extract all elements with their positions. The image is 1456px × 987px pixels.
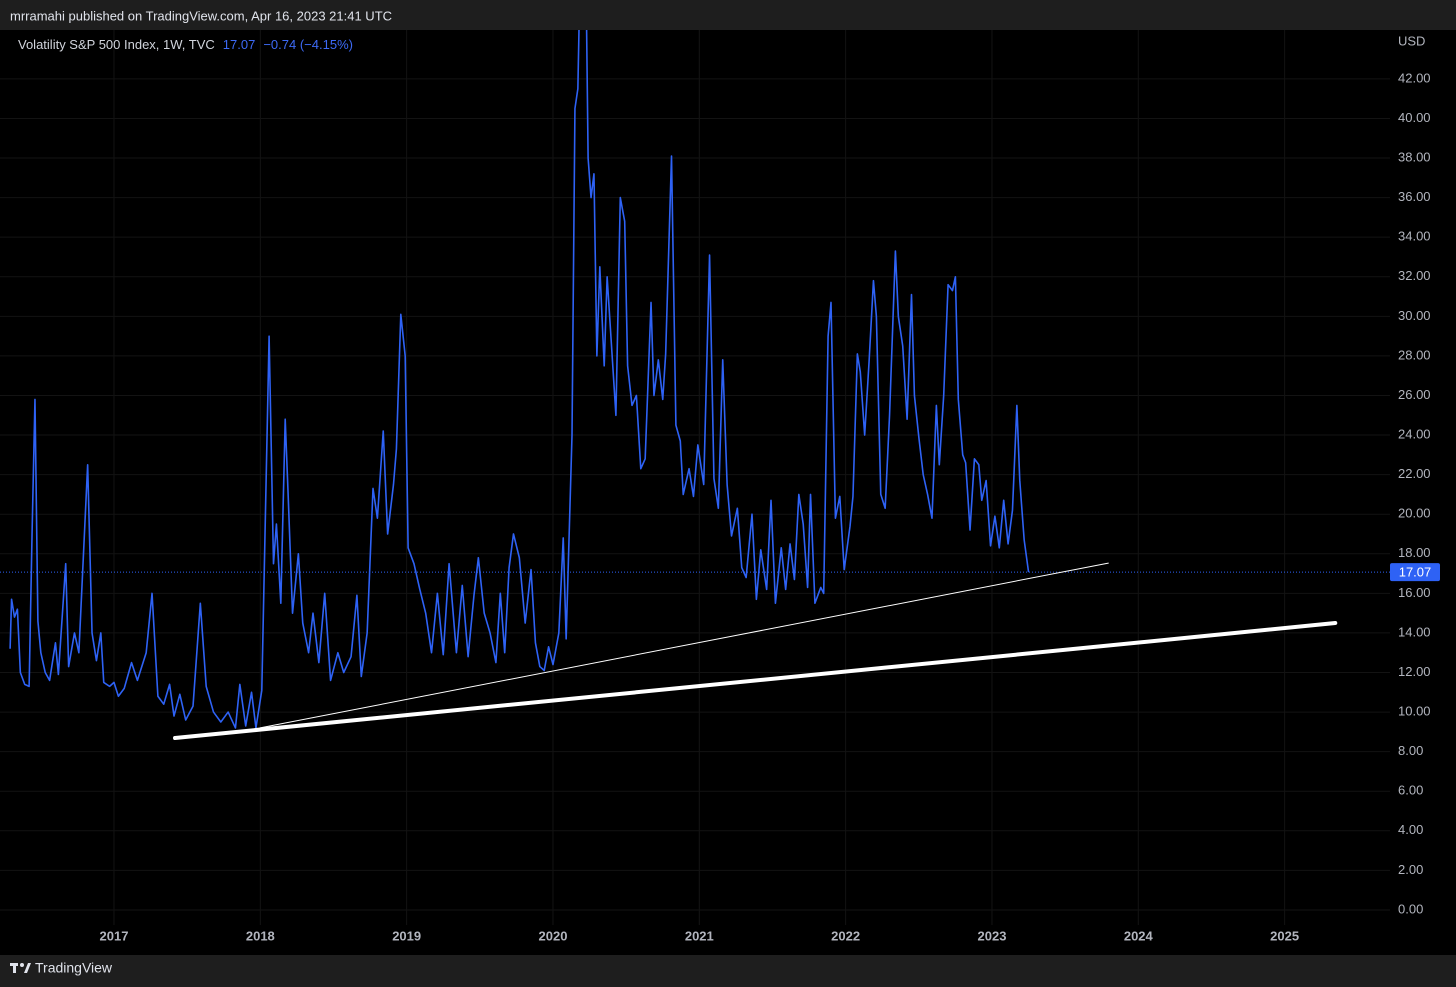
last-price-label: 17.07 [1399, 565, 1432, 580]
footer-brand: TradingView [35, 960, 113, 976]
y-tick-label: 2.00 [1398, 862, 1423, 877]
publish-info: mrramahi published on TradingView.com, A… [10, 8, 392, 23]
y-tick-label: 40.00 [1398, 110, 1431, 125]
header-bar [0, 0, 1456, 30]
y-tick-label: 38.00 [1398, 149, 1431, 164]
y-tick-label: 4.00 [1398, 822, 1423, 837]
tradingview-logo [10, 963, 31, 973]
legend-last: 17.07 [223, 37, 256, 52]
x-tick-label: 2025 [1270, 928, 1299, 943]
x-tick-label: 2023 [978, 928, 1007, 943]
y-tick-label: 24.00 [1398, 426, 1431, 441]
footer-bar [0, 955, 1456, 987]
y-tick-label: 14.00 [1398, 624, 1431, 639]
y-tick-label: 6.00 [1398, 783, 1423, 798]
y-tick-label: 28.00 [1398, 347, 1431, 362]
trend-line [173, 621, 1338, 741]
y-tick-label: 12.00 [1398, 664, 1431, 679]
last-price-box [1390, 563, 1440, 582]
legend-change: −0.74 (−4.15%) [263, 37, 353, 52]
x-tick-label: 2017 [100, 928, 129, 943]
y-tick-label: 20.00 [1398, 506, 1431, 521]
price-line [9, 30, 1030, 729]
y-tick-label: 18.00 [1398, 545, 1431, 560]
plot-area [0, 30, 1390, 741]
y-unit: USD [1398, 33, 1425, 48]
y-tick-label: 26.00 [1398, 387, 1431, 402]
y-tick-label: 16.00 [1398, 585, 1431, 600]
y-tick-label: 0.00 [1398, 901, 1423, 916]
y-tick-label: 10.00 [1398, 704, 1431, 719]
y-tick-label: 32.00 [1398, 268, 1431, 283]
x-tick-label: 2020 [539, 928, 568, 943]
y-tick-label: 8.00 [1398, 743, 1423, 758]
x-tick-label: 2024 [1124, 928, 1154, 943]
legend-title: Volatility S&P 500 Index, 1W, TVC [18, 37, 215, 52]
y-tick-label: 36.00 [1398, 189, 1431, 204]
axes: 0.00 2.00 4.00 6.00 8.00 10.00 12.00 14.00 16.00… [100, 70, 1440, 943]
trend-line [259, 562, 1109, 729]
x-tick-label: 2018 [246, 928, 275, 943]
y-tick-label: 42.00 [1398, 70, 1431, 85]
x-tick-label: 2021 [685, 928, 714, 943]
y-tick-label: 22.00 [1398, 466, 1431, 481]
x-tick-label: 2019 [392, 928, 421, 943]
y-tick-label: 34.00 [1398, 229, 1431, 244]
y-tick-label: 30.00 [1398, 308, 1431, 323]
legend: Volatility S&P 500 Index, 1W, TVC 17.07 −0… [18, 37, 353, 52]
x-tick-label: 2022 [831, 928, 860, 943]
